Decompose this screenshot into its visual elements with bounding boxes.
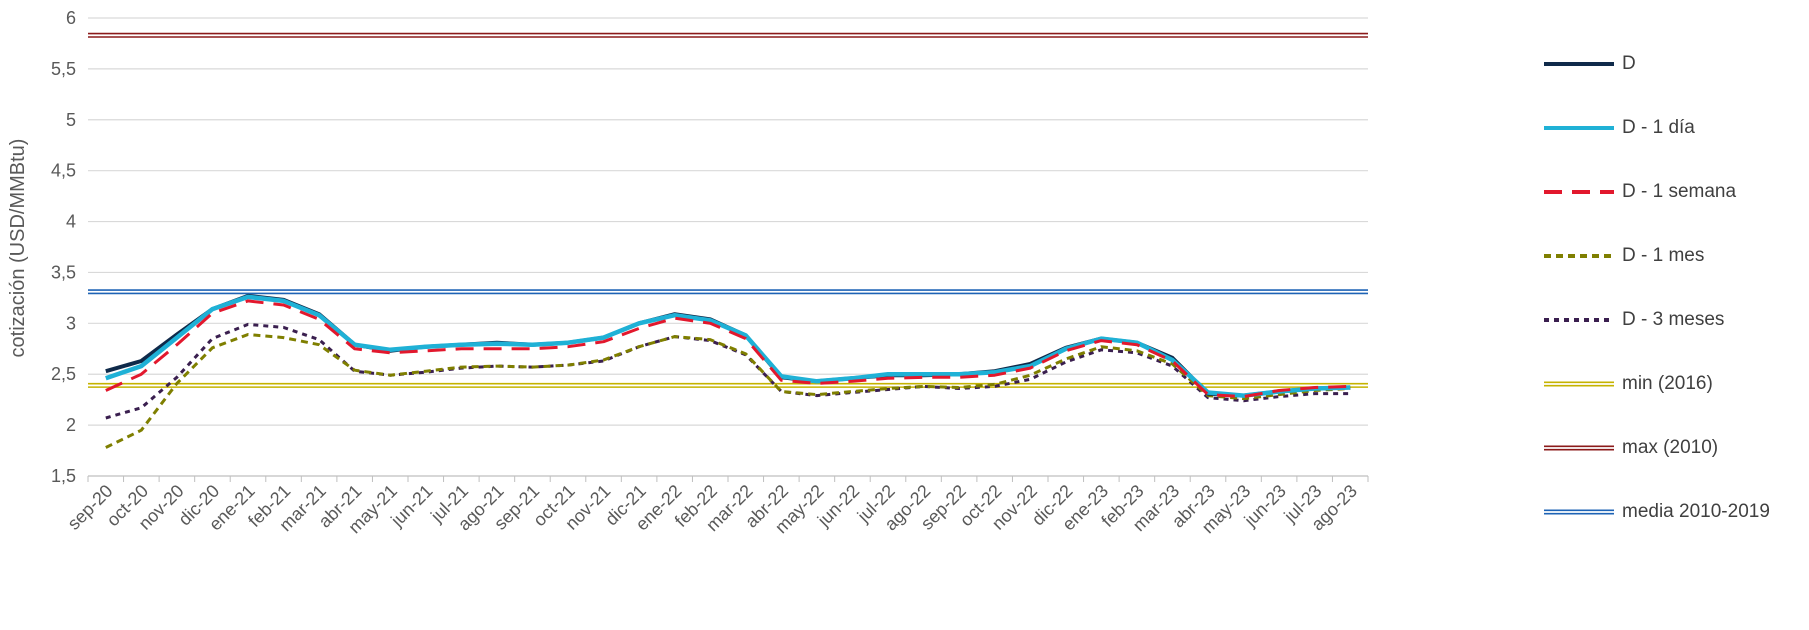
legend-item-min-2016: min (2016) [1540, 352, 1809, 416]
chart-legend: D D - 1 día D - 1 semana D - 1 mes D - 3 mes… [1540, 32, 1809, 544]
reference-lines [88, 32, 1368, 388]
y-tick-label: 4 [66, 212, 76, 232]
legend-label: media 2010-2019 [1622, 501, 1770, 522]
y-tick-label: 3,5 [51, 262, 76, 282]
series-line-d-1-d-a [105, 294, 1351, 398]
legend-item-media-2010-2019: media 2010-2019 [1540, 480, 1809, 544]
y-tick-label: 5,5 [51, 59, 76, 79]
legend-item-d-3-meses: D - 3 meses [1540, 288, 1809, 352]
legend-swatch [1544, 190, 1614, 194]
legend-label: max (2010) [1622, 437, 1719, 458]
legend-label: D - 1 mes [1622, 245, 1705, 266]
y-tick-label: 1,5 [51, 466, 76, 486]
legend-label: D [1622, 53, 1636, 74]
x-tick-label: sep-20 [64, 481, 117, 534]
y-tick-label: 2 [66, 415, 76, 435]
y-axis-ticks: 1,5 2 2,5 3 3,5 4 4,5 5 5,5 6 [51, 8, 76, 486]
legend-swatch [1544, 445, 1614, 451]
legend-swatch [1544, 381, 1614, 387]
y-tick-label: 3 [66, 313, 76, 333]
chart-gridlines [88, 17, 1368, 477]
series-lines [105, 293, 1351, 449]
series-line-d [105, 293, 1351, 398]
y-axis-label: cotización (USD/MMBtu) [7, 139, 29, 358]
legend-label: D - 1 semana [1622, 181, 1737, 202]
legend-item-d-1-d-a: D - 1 día [1540, 96, 1809, 160]
series-line-d-1-semana [105, 299, 1351, 399]
legend-item-d-1-mes: D - 1 mes [1540, 224, 1809, 288]
series-line-d-1-mes [105, 333, 1351, 449]
legend-item-d-1-semana: D - 1 semana [1540, 160, 1809, 224]
y-tick-label: 2,5 [51, 364, 76, 384]
line-chart: 1,5 2 2,5 3 3,5 4 4,5 5 5,5 6 sep-20oct-20nov-20d… [7, 8, 1369, 537]
legend-item-max-2010: max (2010) [1540, 416, 1809, 480]
legend-swatch [1544, 318, 1614, 322]
legend-item-d: D [1540, 32, 1809, 96]
legend-swatch [1544, 509, 1614, 515]
x-axis-ticks: sep-20oct-20nov-20dic-20ene-21feb-21mar-… [64, 476, 1369, 537]
legend-label: D - 1 día [1622, 117, 1695, 138]
legend-swatch [1544, 126, 1614, 130]
legend-label: min (2016) [1622, 373, 1713, 394]
y-tick-label: 5 [66, 110, 76, 130]
legend-label: D - 3 meses [1622, 309, 1725, 330]
legend-swatch [1544, 254, 1614, 258]
series-line-d-3-meses [105, 322, 1351, 420]
legend-swatch [1544, 62, 1614, 66]
y-tick-label: 4,5 [51, 161, 76, 181]
y-tick-label: 6 [66, 8, 76, 28]
